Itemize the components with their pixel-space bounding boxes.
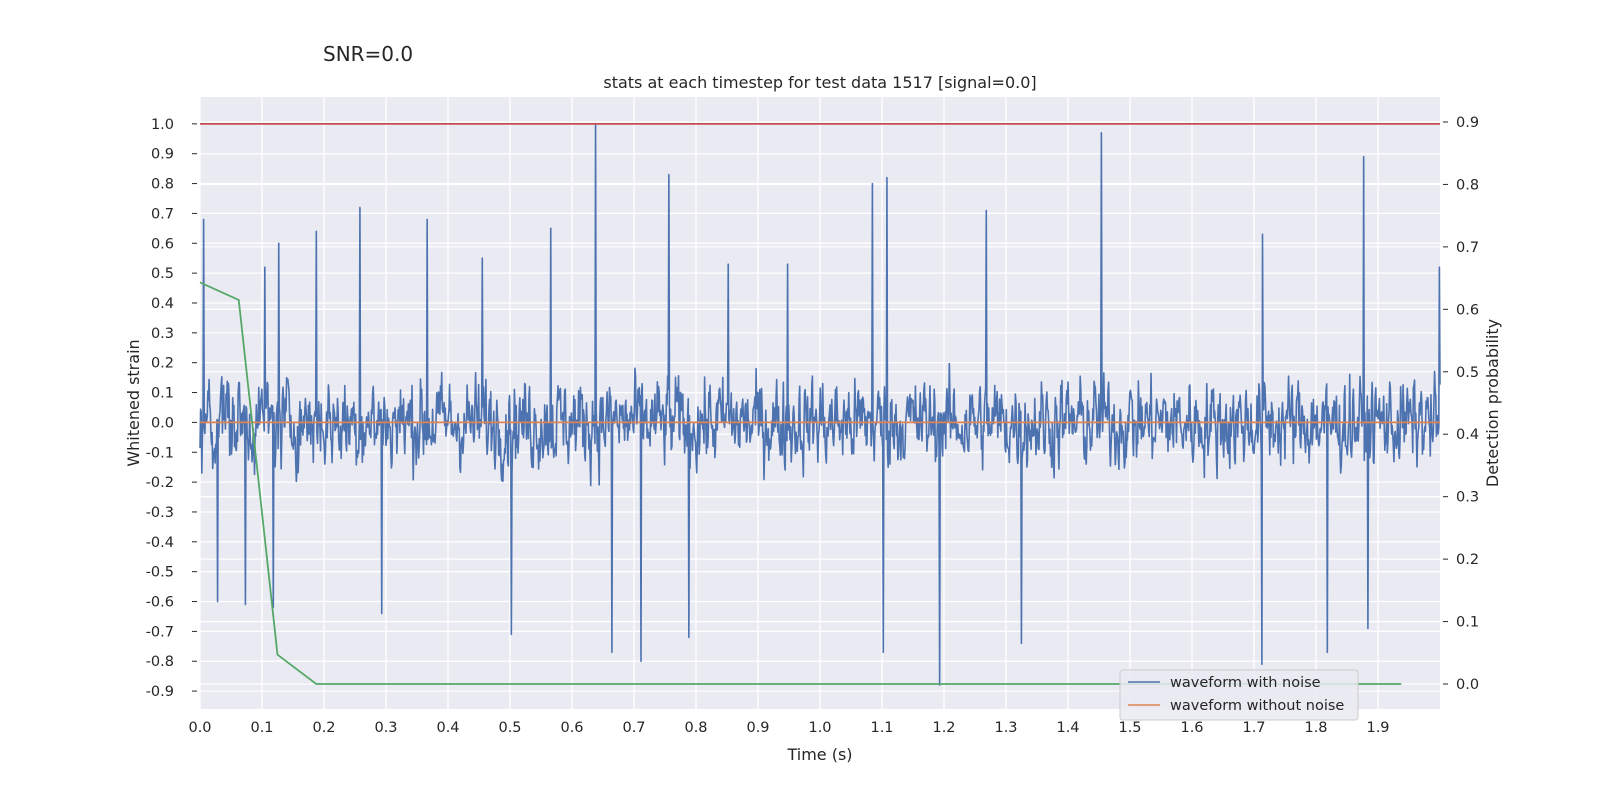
y2-axis-ticks: 0.9 0.8 0.7 0.6 0.5 0.4 0.3 0.2 0.1 0.0 <box>1443 115 1479 693</box>
x-tick-label: 0.0 <box>188 720 211 736</box>
y2-tick-label: 0.2 <box>1456 552 1479 568</box>
y-tick-label: 0.8 <box>151 177 174 193</box>
y-tick-label: -0.6 <box>146 595 174 611</box>
figure-suptitle: SNR=0.0 <box>323 42 413 66</box>
x-tick-label: 1.4 <box>1056 720 1079 736</box>
y-tick-label: -0.4 <box>146 535 174 551</box>
y-tick-label: 0.6 <box>151 236 174 252</box>
y-tick-label: 0.4 <box>151 296 174 312</box>
x-tick-label: 0.8 <box>684 720 707 736</box>
x-tick-label: 1.5 <box>1118 720 1141 736</box>
y-tick-label: -0.8 <box>146 654 174 670</box>
y2-tick-label: 0.0 <box>1456 677 1479 693</box>
y-tick-label: -0.3 <box>146 505 174 521</box>
y-tick-label: -0.9 <box>146 684 174 700</box>
x-tick-label: 1.8 <box>1304 720 1327 736</box>
x-axis-label: Time (s) <box>786 745 852 764</box>
y-axis-label: Whitened strain <box>124 339 143 466</box>
series-waveform-with-noise <box>199 123 1441 686</box>
legend-label-clean: waveform without noise <box>1170 698 1344 714</box>
x-tick-label: 0.9 <box>746 720 769 736</box>
x-tick-label: 1.7 <box>1242 720 1265 736</box>
x-tick-label: 1.9 <box>1366 720 1389 736</box>
y-tick-label: 0.0 <box>151 415 174 431</box>
y-tick-label: -0.1 <box>146 445 174 461</box>
x-tick-label: 1.3 <box>994 720 1017 736</box>
x-tick-label: 0.2 <box>312 720 335 736</box>
y2-tick-label: 0.6 <box>1456 302 1479 318</box>
y-tick-label: 0.1 <box>151 386 174 402</box>
y2-tick-label: 0.1 <box>1456 615 1479 631</box>
y-tick-label: 0.2 <box>151 356 174 372</box>
x-tick-label: 1.2 <box>932 720 955 736</box>
series-layer <box>199 122 1441 686</box>
x-tick-label: 1.6 <box>1180 720 1203 736</box>
y-tick-label: 1.0 <box>151 117 174 133</box>
y2-axis-label: Detection probability <box>1483 319 1502 487</box>
y-tick-label: -0.5 <box>146 565 174 581</box>
x-axis-ticks: 0.0 0.1 0.2 0.3 0.4 0.5 0.6 0.7 0.8 0.9 1.0 1.1 1.2 1… <box>188 720 1389 736</box>
legend-box <box>1119 669 1359 721</box>
y-tick-label: 0.9 <box>151 147 174 163</box>
series-detection-probability <box>199 281 1402 685</box>
y2-tick-label: 0.5 <box>1456 365 1479 381</box>
x-tick-label: 0.6 <box>560 720 583 736</box>
y2-tick-label: 0.4 <box>1456 427 1479 443</box>
y2-tick-label: 0.7 <box>1456 240 1479 256</box>
legend-label-noise: waveform with noise <box>1170 675 1321 691</box>
chart-title: stats at each timestep for test data 151… <box>603 73 1036 92</box>
y2-tick-label: 0.8 <box>1456 177 1479 193</box>
y-tick-label: -0.7 <box>146 624 174 640</box>
x-tick-label: 1.1 <box>870 720 893 736</box>
x-tick-label: 0.3 <box>374 720 397 736</box>
x-tick-label: 0.4 <box>436 720 459 736</box>
y-axis-ticks: 1.0 0.9 0.8 0.7 0.6 0.5 0.4 0.3 0.2 0.1 0.0 -0.1 -0.… <box>146 117 197 700</box>
x-tick-label: 1.0 <box>808 720 831 736</box>
x-tick-label: 0.5 <box>498 720 521 736</box>
y-tick-label: 0.3 <box>151 326 174 342</box>
y-tick-label: -0.2 <box>146 475 174 491</box>
y-tick-label: 0.5 <box>151 266 174 282</box>
grid <box>199 97 1440 709</box>
x-tick-label: 0.7 <box>622 720 645 736</box>
y2-tick-label: 0.9 <box>1456 115 1479 131</box>
y2-tick-label: 0.3 <box>1456 490 1479 506</box>
x-tick-label: 0.1 <box>250 720 273 736</box>
legend: waveform with noise waveform without noi… <box>1119 669 1359 721</box>
y-tick-label: 0.7 <box>151 206 174 222</box>
